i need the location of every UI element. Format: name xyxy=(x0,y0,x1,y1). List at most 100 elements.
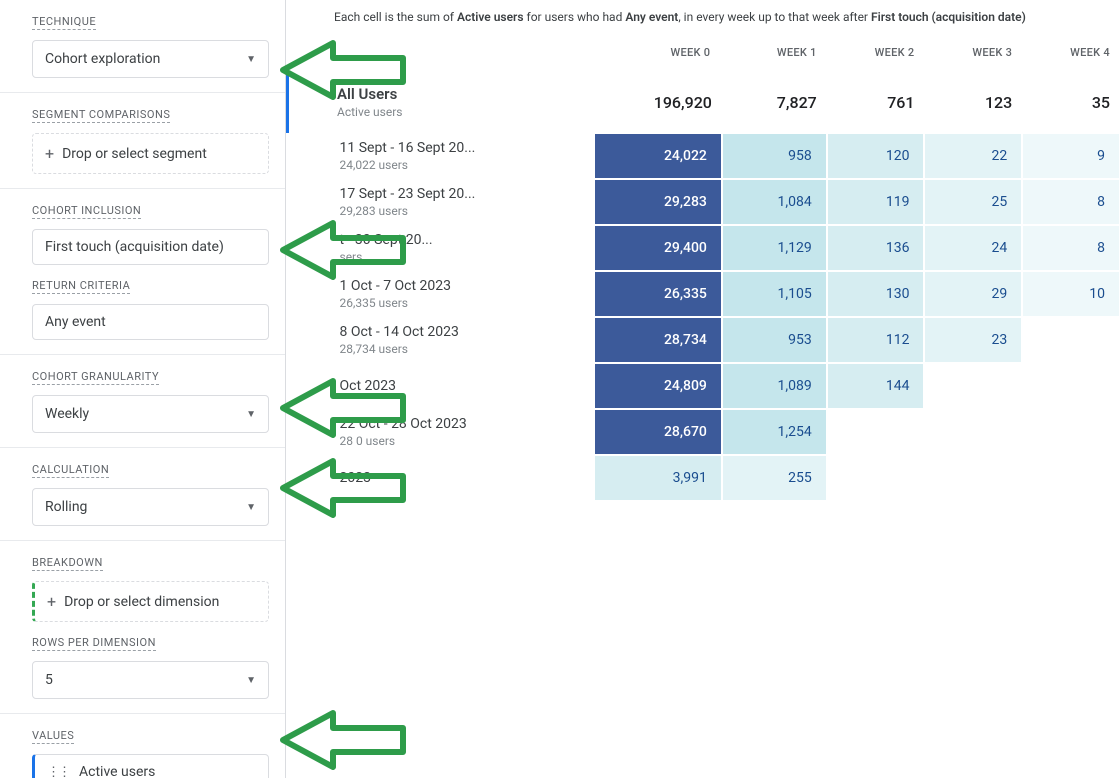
plus-icon: + xyxy=(45,144,54,163)
desc-text: , in every week up to that week after xyxy=(678,10,871,24)
data-cell: 24,022 xyxy=(594,133,722,179)
col-header-label xyxy=(288,34,595,71)
segment-dropzone[interactable]: + Drop or select segment xyxy=(32,133,269,174)
return-label: RETURN CRITERIA xyxy=(32,279,130,294)
table-row: 22 Oct - 28 Oct 202328 0 users28,6701,25… xyxy=(288,409,1120,455)
breakdown-section: BREAKDOWN + Drop or select dimension ROW… xyxy=(0,541,285,714)
data-cell xyxy=(827,455,925,501)
cohort-table: WEEK 0WEEK 1WEEK 2WEEK 3WEEK 4 All Users… xyxy=(286,34,1120,501)
chevron-down-icon: ▼ xyxy=(246,502,256,513)
data-cell: 22 xyxy=(924,133,1022,179)
summary-cell: 761 xyxy=(827,71,925,133)
row-label: 1 Oct - 7 Oct 202326,335 users xyxy=(288,271,595,317)
data-cell: 1,084 xyxy=(722,179,827,225)
table-row: t - 30 Sept 20...sers29,4001,129136248 xyxy=(288,225,1120,271)
breakdown-drop-text: Drop or select dimension xyxy=(64,594,219,610)
segment-section: SEGMENT COMPARISONS + Drop or select seg… xyxy=(0,93,285,189)
data-cell xyxy=(1022,363,1120,409)
data-cell: 1,129 xyxy=(722,225,827,271)
data-cell xyxy=(924,455,1022,501)
row-label: 17 Sept - 23 Sept 20...29,283 users xyxy=(288,179,595,225)
desc-bold: First touch (acquisition date) xyxy=(871,10,1026,24)
segment-label: SEGMENT COMPARISONS xyxy=(32,108,170,123)
values-chip[interactable]: ⋮⋮ Active users xyxy=(32,754,269,778)
report-main: Each cell is the sum of Active users for… xyxy=(286,0,1120,778)
data-cell: 8 xyxy=(1022,179,1120,225)
row-label: 2023 xyxy=(288,455,595,501)
summary-cell: 196,920 xyxy=(594,71,722,133)
data-cell xyxy=(924,409,1022,455)
data-cell: 953 xyxy=(722,317,827,363)
table-row: 20233,991255 xyxy=(288,455,1120,501)
col-header-week: WEEK 0 xyxy=(594,34,722,71)
col-header-week: WEEK 2 xyxy=(827,34,925,71)
data-cell: 1,254 xyxy=(722,409,827,455)
inclusion-value: First touch (acquisition date) xyxy=(45,239,224,255)
calculation-select[interactable]: Rolling ▼ xyxy=(32,488,269,526)
desc-text: Each cell is the sum of xyxy=(334,10,457,24)
row-label: Oct 2023 xyxy=(288,363,595,409)
data-cell: 23 xyxy=(924,317,1022,363)
row-label: All UsersActive users xyxy=(288,71,595,133)
rows-value: 5 xyxy=(45,672,53,688)
data-cell: 119 xyxy=(827,179,925,225)
table-head: WEEK 0WEEK 1WEEK 2WEEK 3WEEK 4 xyxy=(288,34,1120,71)
chevron-down-icon: ▼ xyxy=(246,54,256,65)
calculation-value: Rolling xyxy=(45,499,87,515)
data-cell: 28,734 xyxy=(594,317,722,363)
calculation-section: CALCULATION Rolling ▼ xyxy=(0,448,285,541)
data-cell: 8 xyxy=(1022,225,1120,271)
data-cell: 1,105 xyxy=(722,271,827,317)
technique-label: TECHNIQUE xyxy=(32,15,96,30)
data-cell: 3,991 xyxy=(594,455,722,501)
data-cell xyxy=(1022,317,1120,363)
data-cell xyxy=(827,409,925,455)
segment-drop-text: Drop or select segment xyxy=(62,146,207,162)
summary-cell: 123 xyxy=(924,71,1022,133)
data-cell: 1,089 xyxy=(722,363,827,409)
data-cell xyxy=(1022,455,1120,501)
report-description: Each cell is the sum of Active users for… xyxy=(286,0,1120,34)
row-label: 11 Sept - 16 Sept 20...24,022 users xyxy=(288,133,595,179)
technique-select[interactable]: Cohort exploration ▼ xyxy=(32,40,269,78)
table-row: 17 Sept - 23 Sept 20...29,283 users29,28… xyxy=(288,179,1120,225)
chevron-down-icon: ▼ xyxy=(246,675,256,686)
table-row: Oct 202324,8091,089144 xyxy=(288,363,1120,409)
summary-cell: 35 xyxy=(1022,71,1120,133)
row-label: 22 Oct - 28 Oct 202328 0 users xyxy=(288,409,595,455)
values-section: VALUES ⋮⋮ Active users xyxy=(0,714,285,778)
data-cell: 24,809 xyxy=(594,363,722,409)
technique-section: TECHNIQUE Cohort exploration ▼ xyxy=(0,0,285,93)
granularity-value: Weekly xyxy=(45,406,89,422)
table-row: 8 Oct - 14 Oct 202328,734 users28,734953… xyxy=(288,317,1120,363)
granularity-label: COHORT GRANULARITY xyxy=(32,370,159,385)
inclusion-section: COHORT INCLUSION First touch (acquisitio… xyxy=(0,189,285,355)
table-body: All UsersActive users196,9207,8277611233… xyxy=(288,71,1120,501)
data-cell: 255 xyxy=(722,455,827,501)
rows-select[interactable]: 5 ▼ xyxy=(32,661,269,699)
summary-row: All UsersActive users196,9207,8277611233… xyxy=(288,71,1120,133)
desc-text: for users who had xyxy=(524,10,626,24)
data-cell: 10 xyxy=(1022,271,1120,317)
return-value: Any event xyxy=(45,314,106,330)
data-cell: 112 xyxy=(827,317,925,363)
breakdown-dropzone[interactable]: + Drop or select dimension xyxy=(32,581,269,622)
data-cell: 9 xyxy=(1022,133,1120,179)
drag-handle-icon: ⋮⋮ xyxy=(47,765,69,778)
return-chip[interactable]: Any event xyxy=(32,304,269,340)
granularity-select[interactable]: Weekly ▼ xyxy=(32,395,269,433)
plus-icon: + xyxy=(47,592,56,611)
data-cell xyxy=(1022,409,1120,455)
data-cell: 26,335 xyxy=(594,271,722,317)
col-header-week: WEEK 4 xyxy=(1022,34,1120,71)
data-cell: 29,283 xyxy=(594,179,722,225)
inclusion-label: COHORT INCLUSION xyxy=(32,204,141,219)
summary-cell: 7,827 xyxy=(722,71,827,133)
values-value: Active users xyxy=(79,764,155,778)
data-cell xyxy=(924,363,1022,409)
data-cell: 958 xyxy=(722,133,827,179)
inclusion-chip[interactable]: First touch (acquisition date) xyxy=(32,229,269,265)
table-row: 1 Oct - 7 Oct 202326,335 users26,3351,10… xyxy=(288,271,1120,317)
data-cell: 29 xyxy=(924,271,1022,317)
calculation-label: CALCULATION xyxy=(32,463,109,478)
